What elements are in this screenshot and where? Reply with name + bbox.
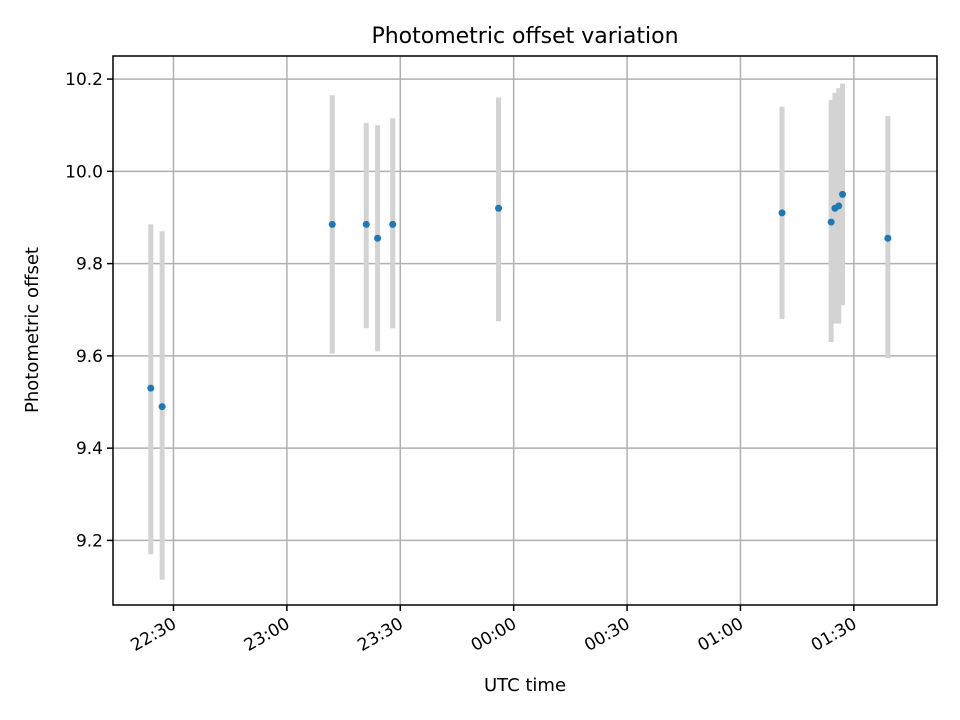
data-point [389,220,397,228]
x-tick-label: 00:30 [581,614,633,656]
data-point [495,204,503,212]
x-tick-label: 00:00 [468,614,520,656]
y-tick-label: 9.8 [76,255,103,275]
data-point [158,403,166,411]
x-axis-label: UTC time [484,675,566,696]
y-tick-label: 9.2 [76,531,103,551]
data-point [835,202,843,210]
y-tick-label: 10.0 [65,162,103,182]
chart-title: Photometric offset variation [371,24,678,49]
y-axis-label: Photometric offset [22,247,43,413]
data-point [362,220,370,228]
plot-frame [112,55,938,606]
y-tick-label: 9.4 [76,439,103,459]
x-tick-label: 01:00 [695,614,747,656]
x-tick-label: 23:00 [241,614,293,656]
grid-layer [113,56,937,605]
data-point [147,384,155,392]
y-tick-label: 9.6 [76,347,103,367]
data-point [328,220,336,228]
point-layer [147,190,892,411]
error-bar-layer [148,83,891,580]
data-point [884,234,892,242]
data-point [839,190,847,198]
x-tick-label: 01:30 [808,614,860,656]
data-point [374,234,382,242]
data-point [778,209,786,217]
x-tick-label: 23:30 [354,614,406,656]
y-tick-label: 10.2 [65,70,103,90]
x-tick-label: 22:30 [128,614,180,656]
data-point [827,218,835,226]
